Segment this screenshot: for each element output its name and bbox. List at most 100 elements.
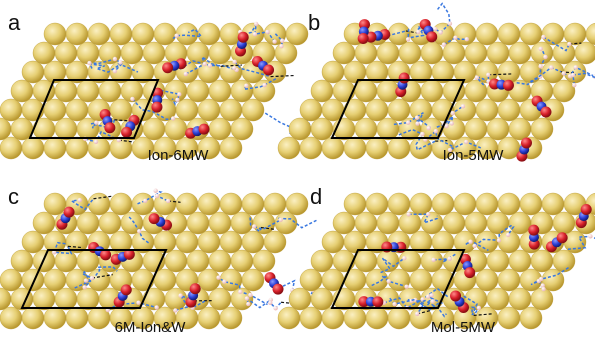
surface-atom: [376, 211, 400, 235]
surface-atom: [343, 192, 367, 216]
molecules-a: [99, 31, 275, 139]
surface-atom: [387, 98, 411, 122]
hydrogen-atom: [405, 120, 411, 125]
surface-atom: [153, 22, 177, 46]
hydrogen-atom: [87, 60, 92, 66]
hydrogen-atom: [118, 60, 123, 65]
surface-atom: [497, 98, 521, 122]
surface-atom: [453, 22, 477, 46]
surface-atom: [431, 192, 455, 216]
hydrogen-atom: [143, 198, 148, 203]
oxygen-atom: [263, 64, 275, 76]
oxygen-atom: [540, 106, 552, 118]
surface-atom: [76, 287, 100, 311]
surface-atom: [0, 268, 23, 292]
unit-cell-b: [330, 79, 466, 139]
oxygen-atom: [148, 213, 160, 225]
surface-atom: [299, 136, 323, 160]
surface-atom: [552, 249, 576, 273]
surface-atom: [263, 192, 287, 216]
hydrogen-atom: [444, 123, 449, 129]
surface-atom: [354, 249, 378, 273]
surface-atom: [76, 79, 100, 103]
surface-atom: [131, 22, 155, 46]
surface-atom: [21, 60, 45, 84]
nitrite-molecule: [148, 213, 173, 231]
surface-atom: [219, 192, 243, 216]
nitrite-molecule: [575, 204, 592, 229]
surface-atom: [310, 287, 334, 311]
surface-atom: [497, 306, 521, 330]
surface-atom: [508, 41, 532, 65]
surface-atom: [87, 22, 111, 46]
surface-atom: [541, 22, 565, 46]
hydrogen-bond-chain: [475, 74, 490, 86]
surface-atom: [197, 230, 221, 254]
hydrogen-atom: [202, 61, 207, 67]
hydrogen-bond: [417, 309, 432, 315]
surface-atom: [310, 79, 334, 103]
surface-atom: [164, 117, 188, 141]
surface-atom: [486, 249, 510, 273]
surface-atom: [230, 117, 254, 141]
surface-atom: [376, 249, 400, 273]
hydrogen-atom: [244, 83, 249, 88]
surface-atom: [142, 41, 166, 65]
surface-atom: [43, 306, 67, 330]
nitrite-molecule: [151, 87, 164, 113]
surface-atom: [43, 268, 67, 292]
panel-caption-c: 6M-Ion&W: [115, 319, 187, 336]
hydrogen-atom: [438, 30, 443, 35]
surface-atom: [552, 211, 576, 235]
hydrogen-atom: [567, 41, 572, 47]
hydrogen-atom: [112, 68, 118, 74]
surface-atom: [464, 41, 488, 65]
hydrogen-atom: [207, 63, 213, 68]
hydrogen-atom: [468, 239, 473, 244]
surface-atom: [310, 117, 334, 141]
surface-atom: [497, 22, 521, 46]
hydrogen-atom: [268, 300, 273, 305]
surface-atom: [142, 287, 166, 311]
surface-atom: [464, 211, 488, 235]
surface-atom: [365, 306, 389, 330]
surface-atom: [409, 268, 433, 292]
surface-atom: [453, 192, 477, 216]
hydrogen-bond-chain: [465, 240, 489, 252]
nitrite-molecule: [358, 296, 384, 308]
surface-atom: [0, 306, 23, 330]
surface-atom: [321, 136, 345, 160]
surface-atom: [310, 249, 334, 273]
surface-atom: [43, 136, 67, 160]
surface-atom: [10, 79, 34, 103]
surface-atom: [0, 287, 12, 311]
surface-atom: [497, 192, 521, 216]
hydrogen-atom: [449, 121, 454, 126]
hydrogen-atom: [386, 279, 391, 284]
surface-atom: [197, 306, 221, 330]
surface-atom: [519, 22, 543, 46]
surface-atom: [387, 136, 411, 160]
surface-atom: [252, 249, 276, 273]
hydrogen-atom: [538, 46, 543, 52]
hydrogen-atom: [426, 125, 431, 131]
surface-atom: [274, 211, 298, 235]
hydrogen-bond-chain: [426, 294, 445, 306]
surface-atom: [332, 211, 356, 235]
surface-atom: [398, 249, 422, 273]
surface-atom: [208, 79, 232, 103]
hydrogen-bond-chain: [53, 241, 73, 255]
surface-atom: [109, 98, 133, 122]
surface-atom: [109, 22, 133, 46]
surface-atom: [299, 306, 323, 330]
surface-atom: [288, 287, 312, 311]
hydrogen-atom: [414, 311, 420, 317]
hydrogen-atom: [425, 212, 431, 217]
hydrogen-atom: [486, 72, 491, 78]
surface-atom: [175, 22, 199, 46]
surface-atom: [519, 192, 543, 216]
surface-atom: [197, 22, 221, 46]
nitrite-molecule: [56, 206, 75, 230]
surface-atom: [486, 117, 510, 141]
nitrite-molecule: [531, 95, 552, 118]
